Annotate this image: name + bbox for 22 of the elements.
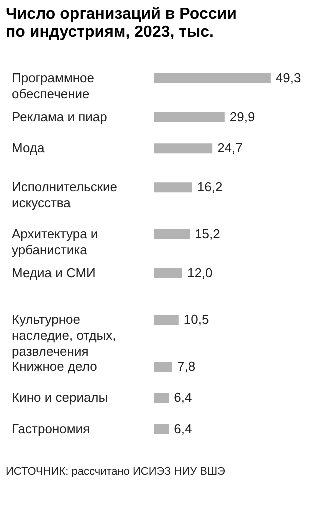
y-tick-label: Реклама и пиар — [12, 109, 108, 124]
y-tick-label: Архитектура и урбанистика — [12, 226, 98, 258]
data-label: 6,4 — [174, 390, 192, 406]
data-label: 6,4 — [174, 421, 192, 436]
y-tick-label: Программное обеспечение — [12, 70, 95, 102]
y-tick-label: Гастрономия — [12, 421, 90, 436]
data-label: 15,2 — [195, 226, 220, 242]
y-tick-label: Кино и сериалы — [12, 390, 108, 406]
y-tick-label: Книжное дело — [12, 359, 98, 374]
y-tick-label: Медиа и СМИ — [12, 265, 96, 280]
y-tick-label: Культурное наследие, отдых, развлечения — [12, 312, 116, 360]
data-label: 24,7 — [218, 140, 243, 156]
data-label: 49,3 — [276, 70, 302, 86]
data-label: 29,9 — [230, 109, 256, 124]
data-label: 7,8 — [178, 359, 196, 374]
chart-title: Число организаций в России по индустриям, 2023, тыс. — [6, 6, 237, 41]
y-tick-label: Мода — [12, 140, 46, 156]
y-tick-label: Исполнительские искусства — [12, 180, 118, 211]
data-label: 12,0 — [187, 265, 213, 280]
data-label: 10,5 — [184, 312, 210, 328]
data-label: 16,2 — [197, 180, 223, 195]
text: ИСТОЧНИК: рассчитано ИСИЭЗ НИУ ВШЭ — [6, 466, 226, 478]
